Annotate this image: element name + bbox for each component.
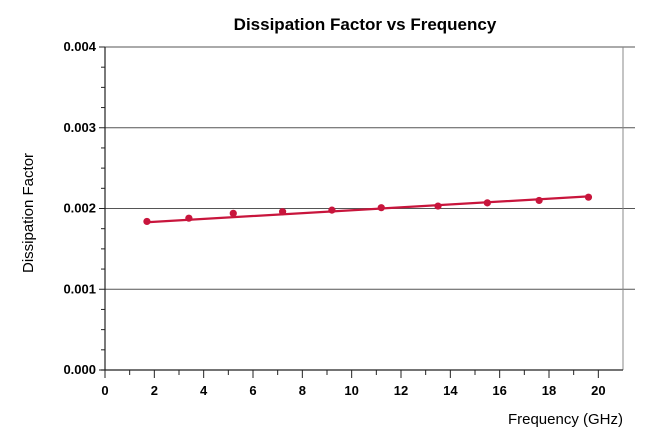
- x-tick-label-8: 16: [492, 383, 506, 398]
- x-tick-label-1: 2: [151, 383, 158, 398]
- grid-lines: [105, 46, 635, 290]
- trendline: [145, 195, 590, 224]
- x-tick-label-5: 10: [344, 383, 358, 398]
- data-point-6: [434, 202, 442, 210]
- y-tick-label-3: 0.003: [63, 120, 96, 135]
- x-tick-label-9: 18: [542, 383, 556, 398]
- tick-labels: 0.000 0.001 0.002 0.003 0.004 0 2 4 6 8 10 12 14 16 18…: [63, 39, 605, 398]
- tick-marks: [99, 46, 599, 378]
- data-point-1: [185, 214, 193, 222]
- chart-title: Dissipation Factor vs Frequency: [234, 15, 497, 34]
- data-point-8: [535, 196, 543, 205]
- data-point-2: [229, 209, 237, 217]
- x-tick-label-4: 8: [299, 383, 306, 398]
- x-tick-label-6: 12: [394, 383, 408, 398]
- y-tick-label-2: 0.002: [63, 201, 96, 216]
- x-tick-label-3: 6: [249, 383, 256, 398]
- y-tick-label-0: 0.000: [63, 362, 96, 377]
- y-tick-label-4: 0.004: [63, 39, 96, 54]
- y-tick-label-1: 0.001: [63, 281, 96, 296]
- x-tick-label-10: 20: [591, 383, 605, 398]
- trendline-group: [145, 195, 590, 224]
- data-points: [143, 193, 593, 226]
- x-tick-label-2: 4: [200, 383, 208, 398]
- data-point-9: [584, 193, 593, 201]
- data-point-0: [143, 217, 151, 226]
- x-tick-label-7: 14: [443, 383, 458, 398]
- data-point-4: [328, 206, 336, 214]
- data-point-7: [483, 199, 491, 207]
- data-point-5: [377, 204, 385, 212]
- data-point-3: [279, 208, 287, 216]
- x-axis-label: Frequency (GHz): [508, 411, 623, 428]
- y-axis-label: Dissipation Factor: [20, 153, 37, 273]
- x-tick-label-0: 0: [101, 383, 108, 398]
